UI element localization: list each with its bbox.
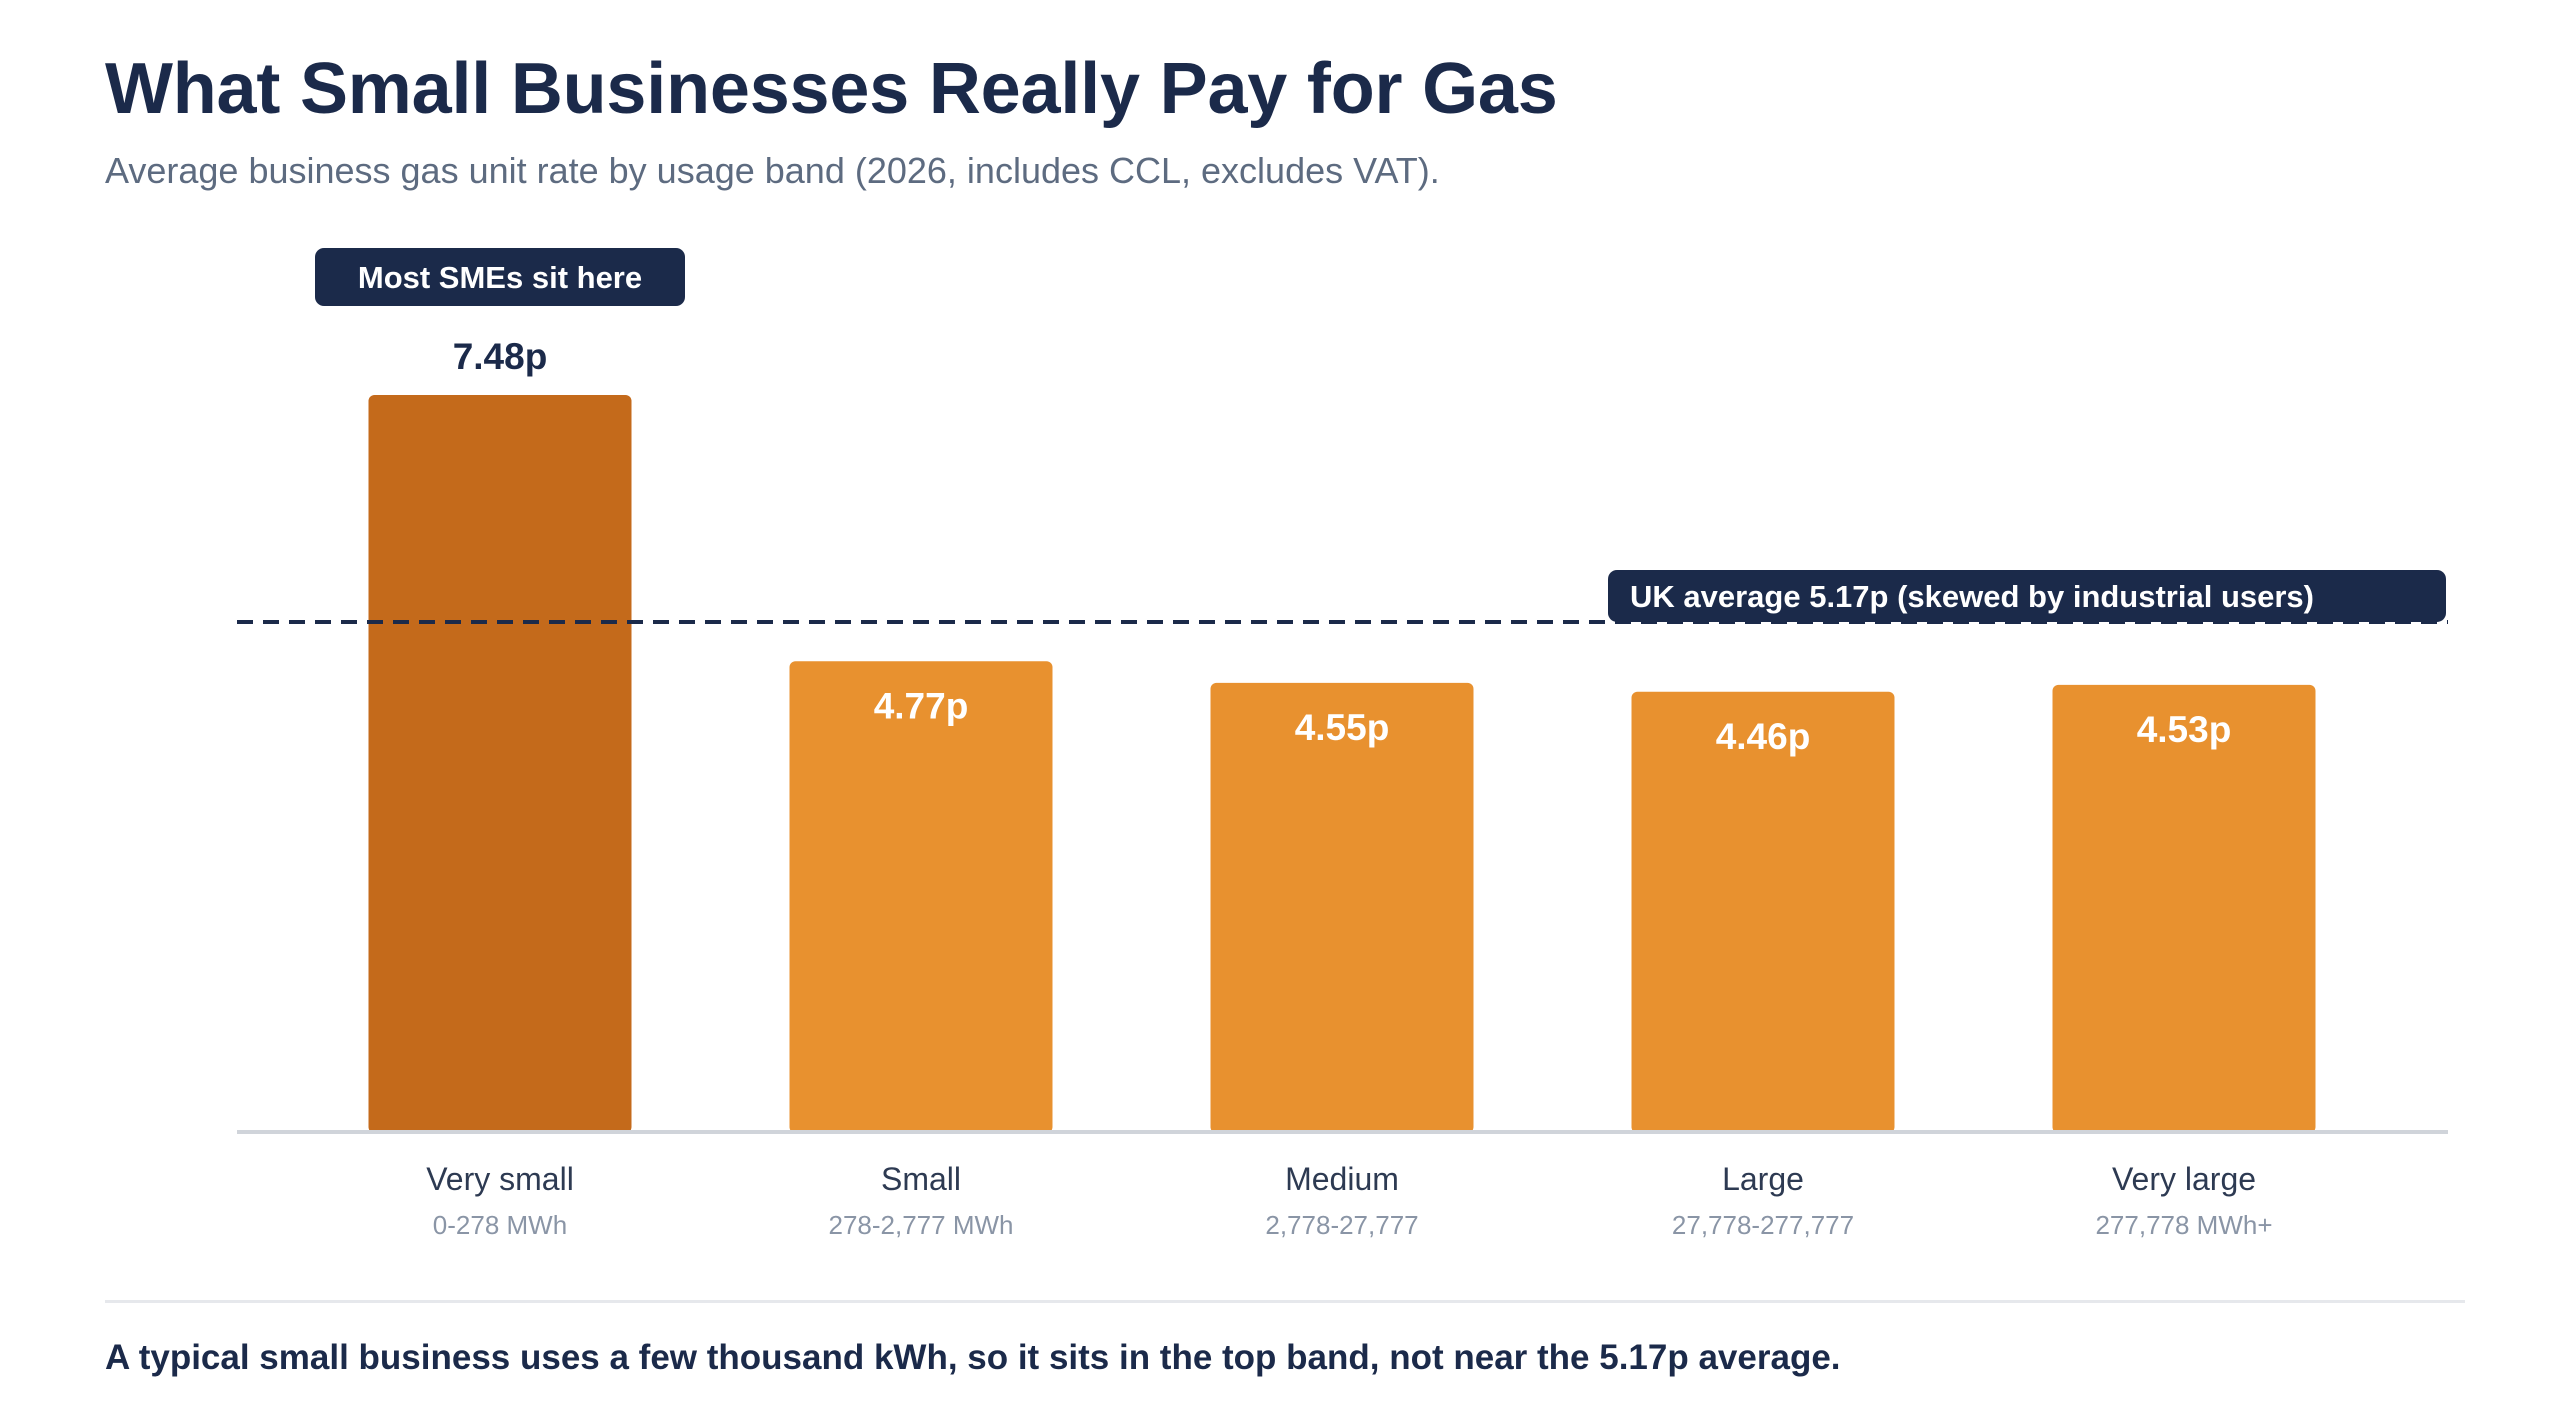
category-label: Small	[881, 1161, 961, 1197]
bar	[1631, 691, 1895, 1133]
data-label: 4.55p	[1295, 707, 1390, 748]
category-range-label: 278-2,777 MWh	[829, 1210, 1014, 1240]
bar	[2052, 684, 2316, 1133]
chart-subtitle: Average business gas unit rate by usage …	[105, 150, 1440, 191]
data-label: 4.53p	[2137, 709, 2232, 750]
footnote: A typical small business uses a few thou…	[105, 1338, 1841, 1377]
category-range-label: 2,778-27,777	[1265, 1210, 1418, 1240]
category-label: Medium	[1285, 1161, 1399, 1197]
footer-divider	[105, 1300, 2465, 1303]
category-label: Very small	[426, 1161, 574, 1197]
data-label: 4.46p	[1716, 716, 1811, 757]
bar	[1210, 682, 1474, 1133]
annotation-label: Most SMEs sit here	[358, 260, 642, 295]
bar	[368, 395, 632, 1133]
category-label: Large	[1722, 1161, 1804, 1197]
category-range-label: 27,778-277,777	[1672, 1210, 1854, 1240]
data-label: 7.48p	[453, 336, 548, 377]
bar-chart: 7.48p Very small 0-278 MWh 4.77p Small 278-2,…	[237, 248, 2448, 1240]
average-label: UK average 5.17p (skewed by industrial u…	[1630, 579, 2314, 614]
data-label: 4.77p	[874, 685, 969, 726]
bar	[789, 661, 1053, 1133]
chart-title: What Small Businesses Really Pay for Gas	[105, 49, 1558, 129]
annotation-background	[315, 248, 685, 306]
category-label: Very large	[2112, 1161, 2256, 1197]
category-range-label: 0-278 MWh	[433, 1210, 567, 1240]
category-range-label: 277,778 MWh+	[2095, 1210, 2272, 1240]
average-label-background	[1608, 569, 2446, 622]
